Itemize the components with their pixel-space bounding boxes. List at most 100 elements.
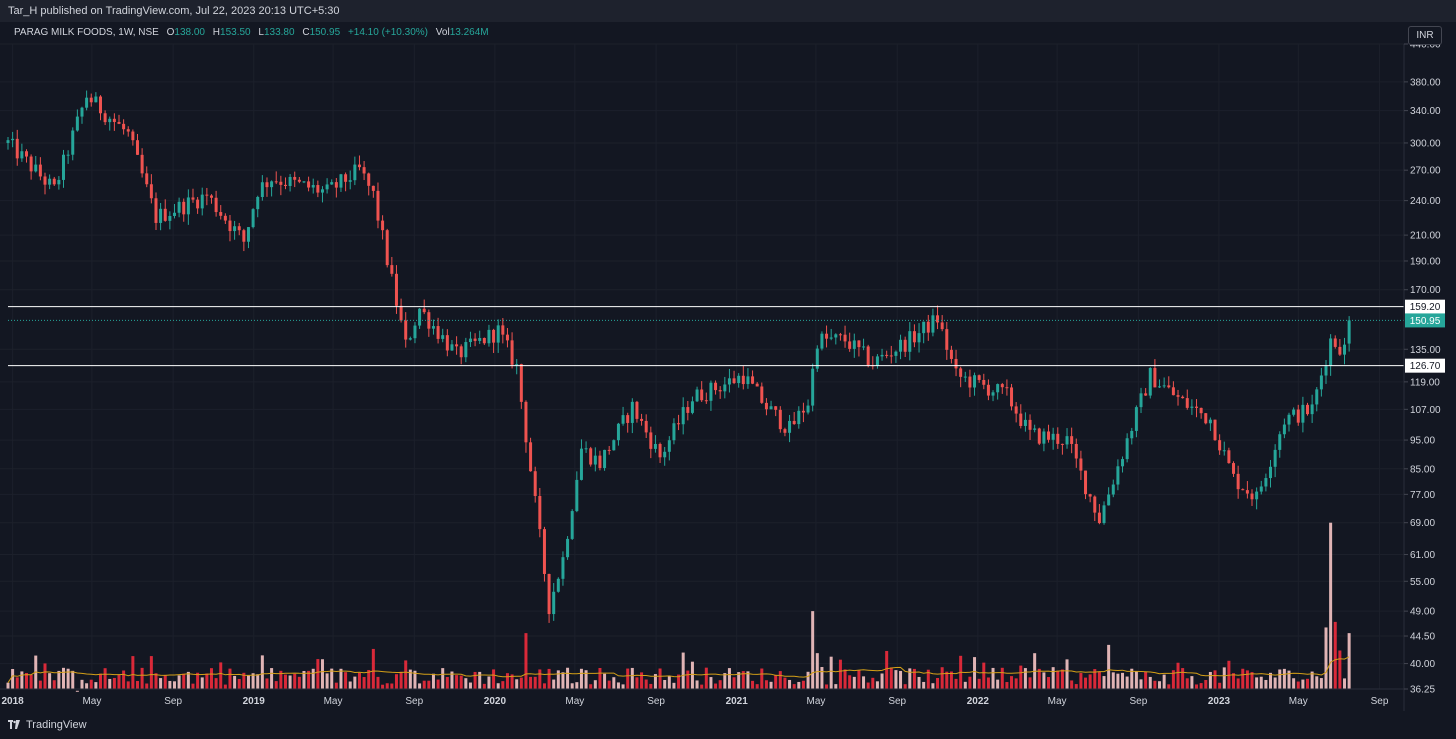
candle-body (57, 179, 61, 185)
y-tick-label: 135.00 (1410, 345, 1441, 356)
candle (862, 338, 866, 351)
volume-bar (85, 683, 89, 689)
candle-body (917, 333, 921, 343)
volume-bar (390, 683, 394, 689)
candle-body (797, 410, 801, 425)
candle-body (1070, 436, 1074, 444)
candle (1037, 427, 1041, 446)
candle-body (986, 384, 990, 396)
candle (982, 373, 986, 390)
volume-bar (533, 676, 537, 689)
candle (1319, 367, 1323, 397)
candle-body (1060, 443, 1064, 445)
candle-body (1084, 470, 1088, 495)
volume-bar (848, 675, 852, 689)
price-chart[interactable]: 440.00 380.00 340.00 300.00 270.00 240.00 210.… (0, 22, 1456, 711)
candle-body (293, 176, 297, 180)
candle-body (71, 130, 75, 155)
candle (48, 174, 52, 190)
volume-bar (1287, 670, 1291, 689)
candle (991, 390, 995, 402)
candle (1023, 412, 1027, 432)
y-tick-label: 240.00 (1410, 196, 1441, 207)
candle (727, 368, 731, 393)
candle-body (903, 339, 907, 352)
volume-bar (344, 672, 348, 689)
tradingview-brand[interactable]: TradingView (26, 719, 87, 731)
volume-bar (649, 683, 653, 689)
candle-body (1195, 406, 1199, 408)
candle-body (954, 358, 958, 369)
volume-bar (98, 673, 102, 689)
volume-bar (325, 673, 329, 689)
candle-body (820, 333, 824, 349)
candle-body (316, 185, 320, 193)
candle-body (237, 226, 241, 231)
candle-body (1000, 384, 1004, 388)
candle (1296, 404, 1300, 426)
candle (1185, 389, 1189, 410)
y-tick-label: 380.00 (1410, 77, 1441, 88)
candle (723, 376, 727, 399)
candle (709, 380, 713, 411)
horizontal-levels[interactable] (8, 306, 1404, 367)
volume-bar (866, 682, 870, 689)
volume-bar (1208, 671, 1212, 689)
candle-body (945, 329, 949, 350)
volume-bar (561, 672, 565, 689)
volume-bar (1306, 678, 1310, 689)
time-axis[interactable]: 2018 May Sep 2019 May Sep 2020 May Sep 2021 May Sep… (1, 696, 1388, 707)
candle-body (653, 443, 657, 449)
volume-bar (1060, 669, 1064, 689)
volume-bar (205, 673, 209, 689)
candle (1084, 470, 1088, 500)
volume-bar (459, 675, 463, 689)
volume-bar (1259, 676, 1263, 689)
candle-body (246, 227, 250, 242)
candle (732, 370, 736, 385)
price-axis[interactable]: 440.00 380.00 340.00 300.00 270.00 240.00 210.… (1404, 40, 1441, 696)
candle (75, 109, 79, 132)
tradingview-logo-icon[interactable] (8, 720, 20, 729)
candle (1176, 389, 1180, 406)
volume-bar (936, 678, 940, 689)
volume-bar (408, 669, 412, 689)
volume-label: Vol (435, 27, 450, 38)
candle (973, 372, 977, 396)
volume-bar (917, 676, 921, 689)
candle-body (464, 342, 468, 358)
volume-bar (394, 674, 398, 689)
candle (783, 427, 787, 437)
candle-body (626, 415, 630, 423)
candle-body (667, 440, 671, 452)
volume-bar (732, 677, 736, 689)
volume-bar (270, 668, 274, 689)
volume-bar (1333, 621, 1337, 689)
volume-bar (644, 679, 648, 689)
candle-body (1116, 466, 1120, 485)
candle (857, 340, 861, 357)
volume-bar (1102, 676, 1106, 689)
candle-body (265, 182, 269, 188)
candle-body (122, 123, 126, 130)
candle-body (441, 335, 445, 339)
volume-bar (496, 683, 500, 689)
volume-bar (57, 670, 61, 689)
volume-bar (126, 681, 130, 689)
candle-body (783, 429, 787, 433)
currency-button[interactable]: INR (1408, 26, 1442, 45)
candle-body (635, 401, 639, 419)
candle (464, 337, 468, 363)
volume-bar (334, 682, 338, 689)
candle (52, 176, 56, 186)
candle-body (940, 322, 944, 330)
volume-bar (320, 659, 324, 689)
volume-bar (1019, 665, 1023, 689)
volume-bar (741, 671, 745, 689)
candle (1047, 424, 1051, 443)
candle-body (279, 181, 283, 185)
candle (792, 412, 796, 425)
volume-bar (441, 668, 445, 689)
volume-bar (228, 668, 232, 689)
candle-body (741, 375, 745, 385)
